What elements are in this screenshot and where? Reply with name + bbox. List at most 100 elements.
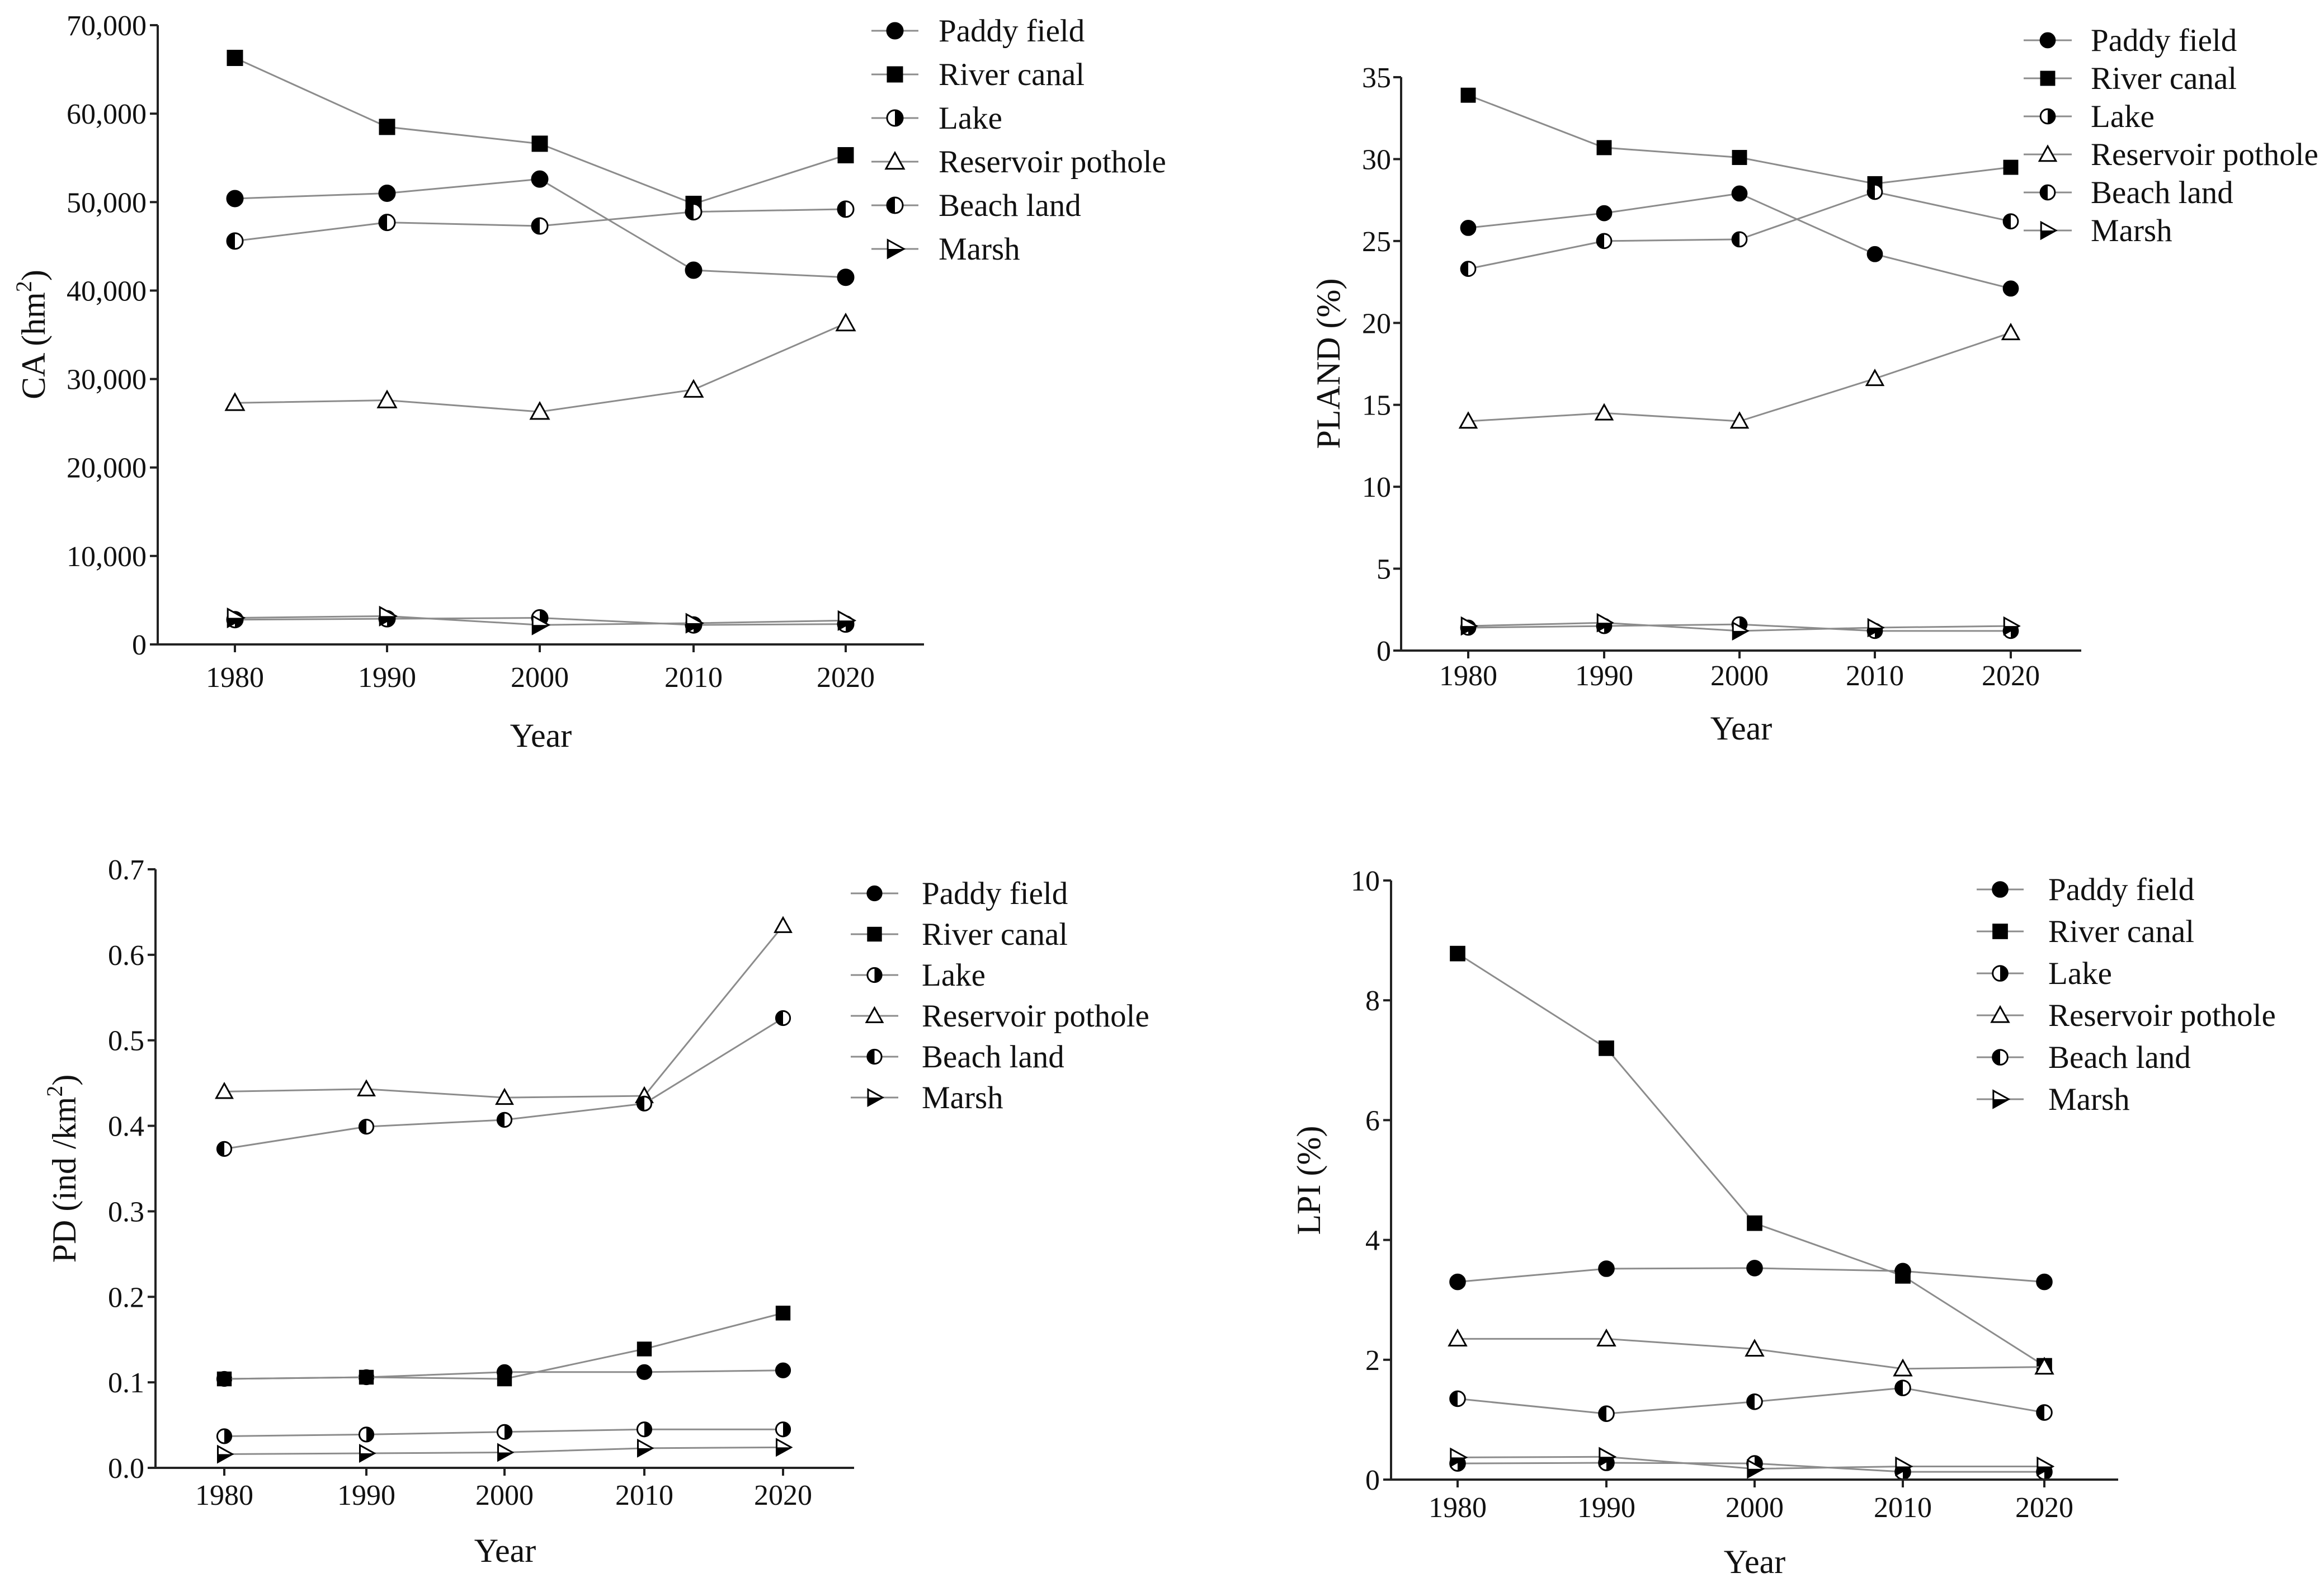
- lpi-xtick-label: 2000: [1726, 1492, 1784, 1524]
- lpi-point-marsh-2020: [2037, 1456, 2055, 1477]
- pd-point-reservoir-pothole-2000: [495, 1087, 514, 1105]
- ca-point-river-canal-1990: [379, 119, 395, 135]
- pland-point-marsh-2020: [2003, 616, 2021, 636]
- pd-point-river-canal-2020: [775, 1306, 791, 1321]
- ca-point-beach-land-2020: [837, 200, 855, 218]
- lpi-point-marsh-2010: [1895, 1456, 1913, 1477]
- pd-ytick-label: 0.4: [108, 1111, 144, 1143]
- chart-lpi-axes: [1390, 880, 2118, 1481]
- pland-point-reservoir-pothole-1990: [1594, 403, 1614, 421]
- pland-xtick-label: 1990: [1575, 660, 1633, 692]
- ca-legend-label-marsh: Marsh: [939, 232, 1020, 267]
- pland-point-paddy-field-1990: [1596, 205, 1613, 222]
- lpi-point-beach-land-1980: [1449, 1390, 1466, 1407]
- ca-ytick-label: 40,000: [67, 275, 147, 307]
- ca-point-reservoir-pothole-2000: [529, 401, 550, 420]
- pd-ytick-label: 0.6: [108, 940, 144, 972]
- ca-legend-marker-beach-land: [886, 196, 904, 214]
- lpi-xtick-label: 2020: [2015, 1492, 2073, 1524]
- pd-legend-marker-reservoir-pothole: [865, 1006, 884, 1024]
- lpi-point-river-canal-2000: [1747, 1215, 1762, 1231]
- pland-ytick-label: 35: [1362, 62, 1391, 94]
- ca-legend-marker-reservoir-pothole: [884, 150, 906, 170]
- ca-legend-marker-marsh: [887, 238, 906, 260]
- pland-point-river-canal-2020: [2003, 159, 2019, 175]
- pland-xtick-label: 2000: [1710, 660, 1769, 692]
- pland-legend-marker-marsh: [2040, 220, 2058, 241]
- pd-point-lake-2000: [496, 1424, 513, 1440]
- lpi-legend-label-beach-land: Beach land: [2048, 1040, 2191, 1075]
- chart-ca-panel: 0 10,000 20,000 30,000 40,000 50,000 60,000 70,…: [11, 10, 1166, 754]
- chart-pd-panel: 0.0 0.1 0.2 0.3 0.4 0.5 0.6 0.7 1980 1990 2000 201…: [42, 854, 1149, 1569]
- pland-point-beach-land-2020: [2002, 213, 2019, 230]
- pland-legend-marker-beach-land: [2039, 184, 2056, 201]
- ca-point-beach-land-2000: [531, 217, 549, 235]
- pd-point-lake-2010: [636, 1421, 653, 1438]
- pland-legend-label-marsh: Marsh: [2091, 213, 2172, 248]
- pland-point-river-canal-1980: [1460, 87, 1476, 103]
- ca-point-marsh-1980: [227, 608, 246, 629]
- pland-ytick-label: 30: [1362, 144, 1391, 176]
- pd-ytick-label: 0.0: [108, 1453, 144, 1485]
- ca-legend-label-river-canal: River canal: [939, 57, 1085, 92]
- pland-ytick-label: 5: [1377, 554, 1391, 586]
- pd-xtick-label: 1980: [195, 1480, 253, 1511]
- pland-point-paddy-field-1980: [1460, 220, 1477, 236]
- ca-series-line-reservoir-pothole: [234, 322, 846, 413]
- pd-point-lake-1980: [216, 1428, 233, 1444]
- lpi-point-marsh-2000: [1747, 1458, 1765, 1479]
- pland-legend-marker-river-canal: [2040, 70, 2056, 86]
- lpi-legend-marker-reservoir-pothole: [1990, 1005, 2010, 1023]
- lpi-ytick-label: 10: [1351, 865, 1380, 897]
- chart-ca-y-title: CA (hm2): [11, 270, 52, 399]
- pd-point-beach-land-2000: [496, 1112, 513, 1128]
- pland-legend-label-river-canal: River canal: [2091, 61, 2237, 96]
- chart-pland-x-title: Year: [1710, 710, 1773, 747]
- ca-point-marsh-2010: [685, 613, 705, 634]
- lpi-point-reservoir-pothole-2000: [1745, 1339, 1765, 1357]
- pland-point-marsh-2010: [1867, 618, 1885, 638]
- lpi-point-paddy-field-1990: [1598, 1260, 1615, 1277]
- pland-legend-label-reservoir-pothole: Reservoir pothole: [2091, 137, 2318, 172]
- pland-point-river-canal-1990: [1596, 140, 1612, 156]
- lpi-legend-label-reservoir-pothole: Reservoir pothole: [2048, 998, 2276, 1033]
- pd-point-reservoir-pothole-1980: [215, 1081, 234, 1099]
- pland-ytick-label: 0: [1377, 635, 1391, 667]
- ca-ytick-label: 60,000: [67, 98, 147, 130]
- pd-legend-label-reservoir-pothole: Reservoir pothole: [922, 999, 1149, 1034]
- lpi-xtick-label: 1980: [1429, 1492, 1487, 1524]
- ca-xtick-label: 1990: [358, 662, 416, 694]
- lpi-legend-marker-lake: [1992, 965, 2009, 982]
- ca-point-beach-land-1990: [378, 214, 396, 232]
- pland-series-line-reservoir-pothole: [1468, 332, 2011, 422]
- pland-point-beach-land-1990: [1596, 233, 1613, 249]
- pd-legend-marker-paddy-field: [866, 885, 883, 902]
- pd-point-lake-1990: [358, 1426, 375, 1443]
- pland-ytick-label: 20: [1362, 308, 1391, 340]
- pd-point-paddy-field-2020: [775, 1362, 791, 1378]
- pland-point-reservoir-pothole-2000: [1729, 411, 1750, 429]
- pland-series-line-river-canal: [1468, 94, 2011, 185]
- ca-point-marsh-1990: [379, 605, 398, 627]
- lpi-point-marsh-1990: [1599, 1447, 1617, 1467]
- ca-point-marsh-2020: [837, 610, 857, 631]
- pland-point-marsh-1990: [1596, 613, 1614, 633]
- lpi-ytick-label: 4: [1365, 1225, 1380, 1257]
- ca-point-reservoir-pothole-2020: [835, 312, 856, 332]
- ca-xtick-label: 1980: [206, 662, 264, 694]
- pd-xtick-label: 2020: [754, 1480, 812, 1511]
- ca-point-reservoir-pothole-1980: [224, 392, 246, 411]
- pland-ytick-label: 10: [1362, 472, 1391, 503]
- ca-point-reservoir-pothole-2010: [683, 379, 704, 398]
- chart-lpi-y-title: LPI (%): [1290, 1126, 1327, 1235]
- pd-point-marsh-1980: [216, 1444, 234, 1464]
- pland-legend-label-paddy-field: Paddy field: [2091, 23, 2237, 58]
- lpi-point-reservoir-pothole-2020: [2034, 1357, 2054, 1375]
- pland-point-reservoir-pothole-2020: [2001, 323, 2021, 341]
- lpi-point-river-canal-2010: [1895, 1268, 1911, 1284]
- pd-legend-label-river-canal: River canal: [922, 917, 1068, 952]
- ca-point-river-canal-2000: [531, 135, 548, 152]
- pland-xtick-label: 1980: [1439, 660, 1497, 692]
- chart-pd-y-title: PD (ind /km2): [42, 1075, 83, 1263]
